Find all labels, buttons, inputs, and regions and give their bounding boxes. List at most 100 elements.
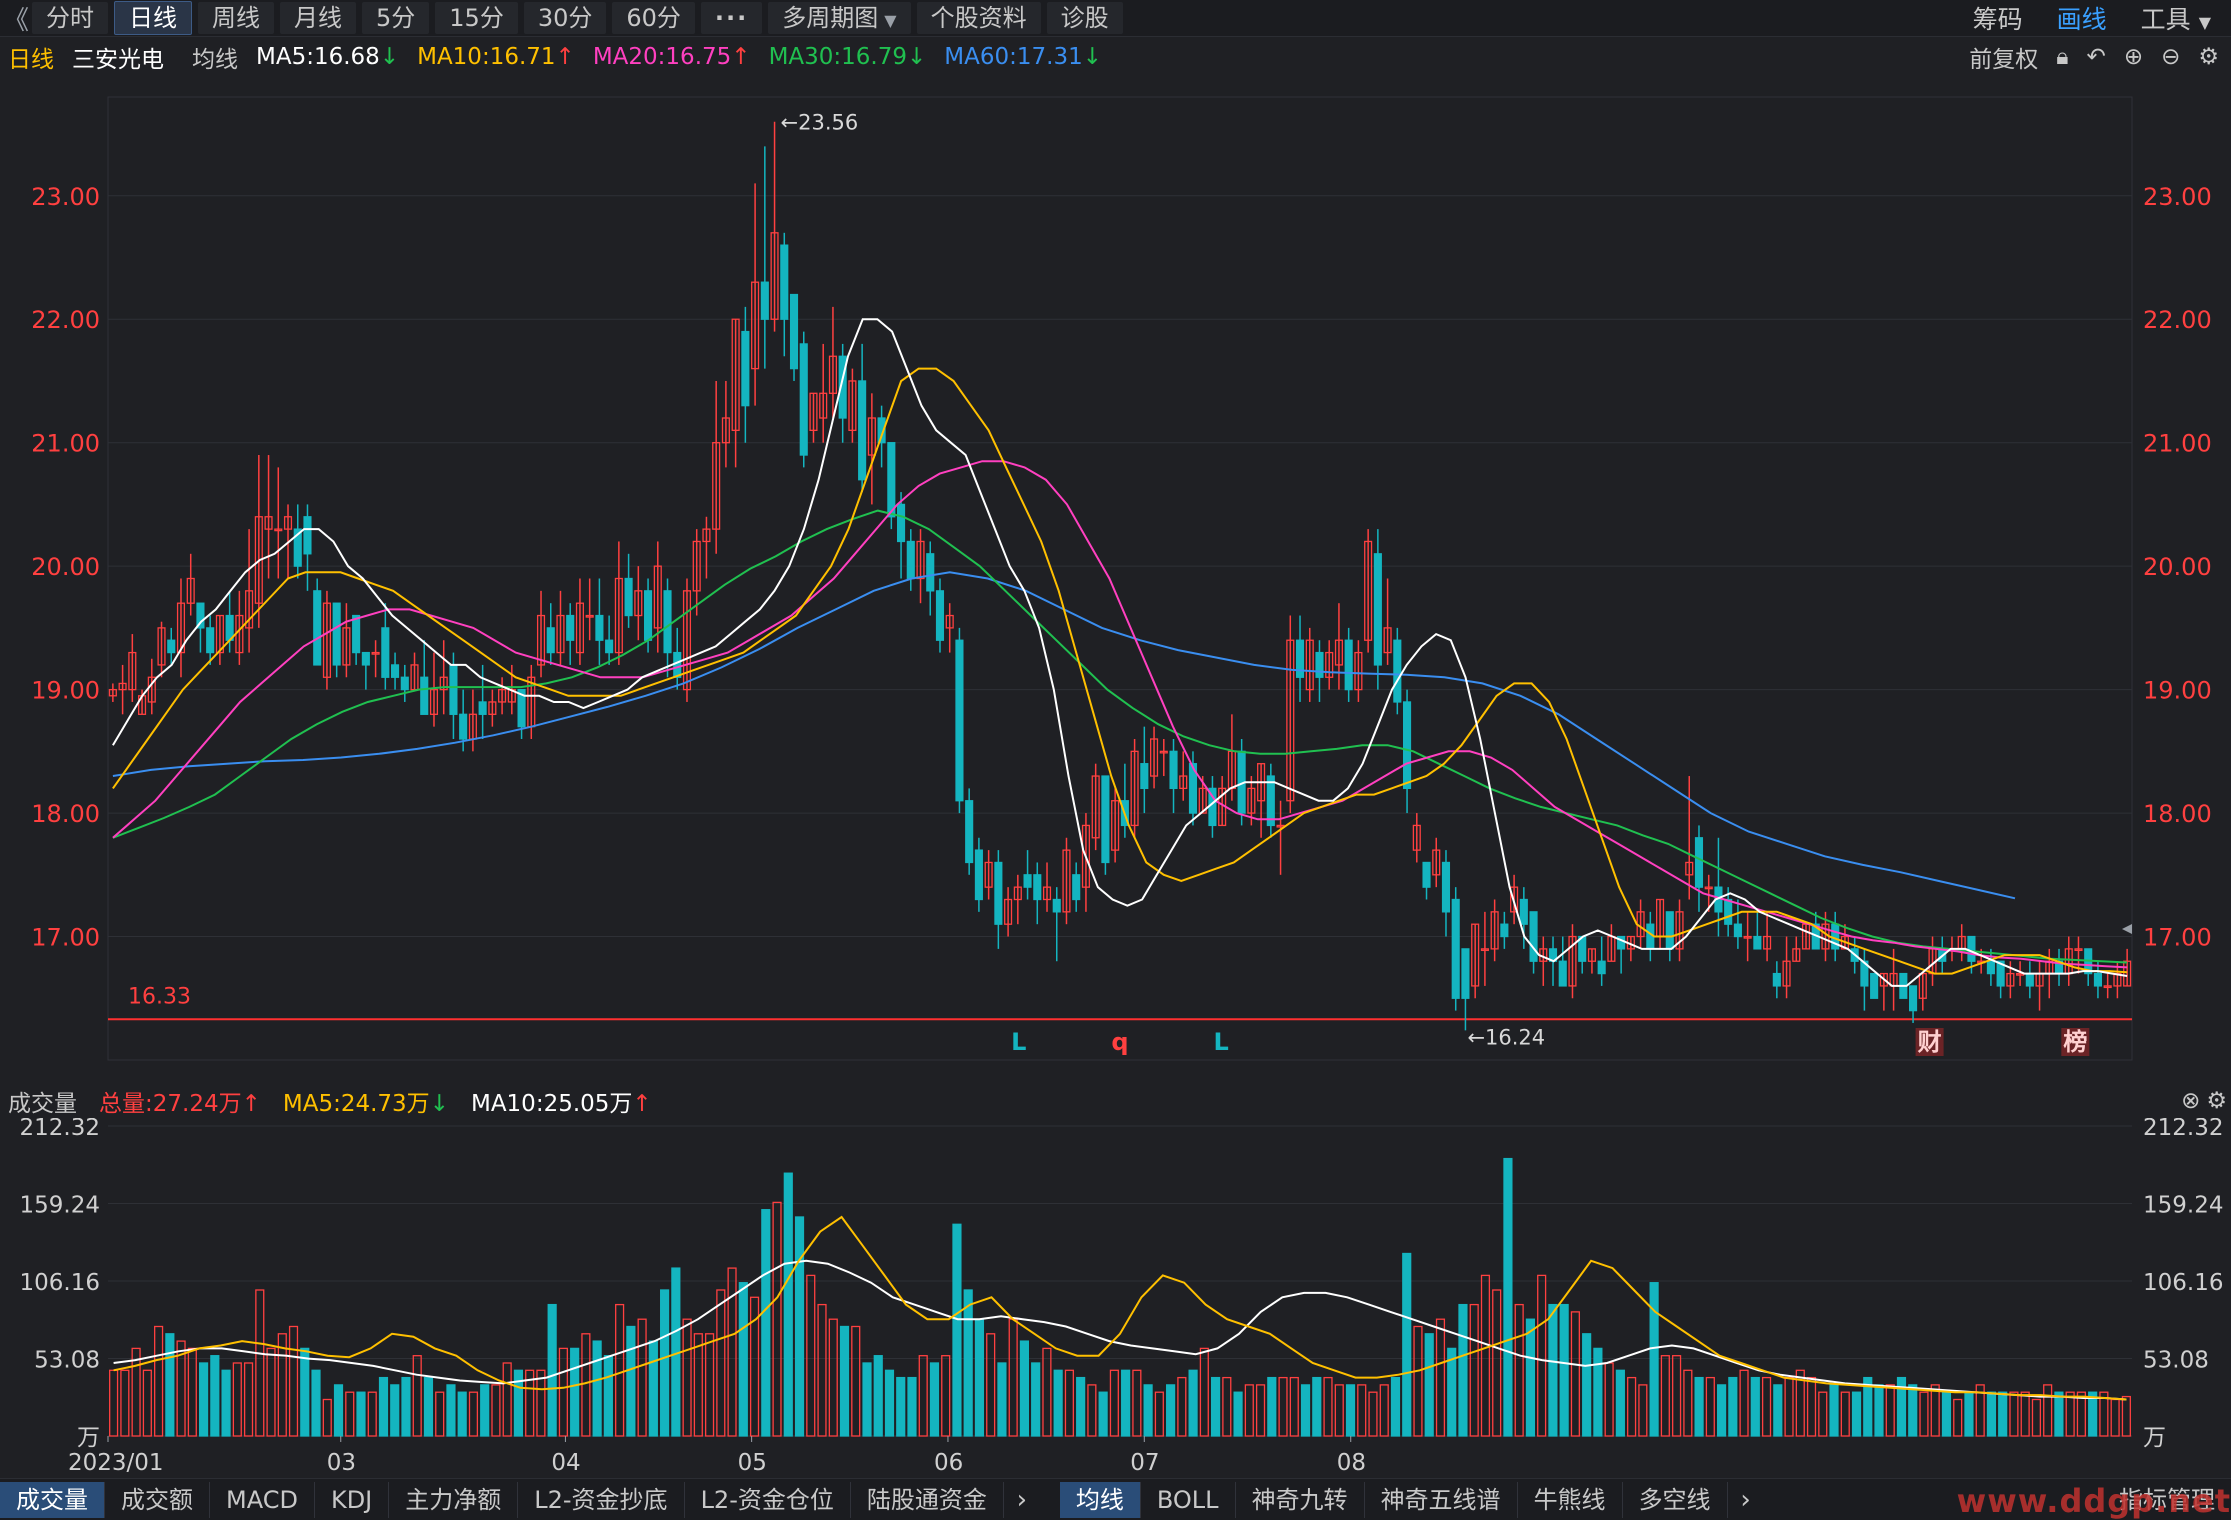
volume-bar (446, 1384, 456, 1437)
x-tick-label: 06 (934, 1450, 963, 1476)
volume-bar (1008, 1318, 1018, 1437)
ma20-line (112, 460, 2128, 969)
volume-bar (1098, 1391, 1108, 1437)
indicator-tab-bottom_tabs_left-0[interactable]: 成交量 (0, 1481, 105, 1518)
volume-bar (1705, 1376, 1715, 1437)
marker-box (1915, 1028, 1944, 1056)
gear-icon[interactable]: ⚙ (2198, 44, 2219, 70)
adjust-select[interactable]: 前复权 (1969, 47, 2039, 73)
candle-body (118, 682, 127, 691)
volume-bar (1885, 1384, 1895, 1437)
vol-y-tick-right: 万 (2143, 1425, 2166, 1451)
candle-body (186, 577, 195, 604)
volume-bar (1582, 1333, 1592, 1437)
volume-bar (1390, 1376, 1401, 1437)
candle-body (1860, 960, 1869, 987)
candle-body (1393, 639, 1402, 703)
tab-9[interactable]: 多周期图 ▼ (768, 2, 911, 34)
tab-6[interactable]: 30分 (523, 2, 607, 34)
chevron-right-icon[interactable]: › (1016, 1484, 1028, 1515)
toolbar-right-item-0[interactable]: 筹码 (1972, 5, 2023, 34)
volume-bar (1728, 1376, 1738, 1437)
close-icon[interactable]: ⊗ (2181, 1088, 2201, 1114)
candle-body (2093, 972, 2102, 987)
back-icon[interactable]: 《 (2, 5, 29, 36)
volume-bar (322, 1398, 332, 1437)
candle-body (1704, 886, 1713, 890)
volume-bar (1953, 1398, 1963, 1437)
candle-body (1617, 935, 1626, 950)
indicator-manage-button[interactable]: 指标管理 (2119, 1485, 2215, 1514)
candle-body (459, 713, 468, 740)
chevron-right-icon[interactable]: › (1740, 1484, 1751, 1515)
indicator-tab-bottom_tabs_right-4[interactable]: 牛熊线 (1518, 1481, 1623, 1518)
indicator-tab-bottom_tabs_right-0[interactable]: 均线 (1059, 1481, 1141, 1518)
toolbar-right-item-1[interactable]: 画线 (2056, 5, 2107, 34)
candle-body (1325, 651, 1334, 678)
lock-icon[interactable]: 🔒︎ (2056, 44, 2069, 70)
indicator-tab-bottom_tabs_left-7[interactable]: 陆股通资金 (851, 1481, 1004, 1518)
ma-label[interactable]: 均线 (192, 47, 238, 73)
indicator-tab-bottom_tabs_left-4[interactable]: 主力净额 (389, 1481, 519, 1518)
volume-bar (941, 1355, 951, 1437)
volume-bar (1121, 1369, 1131, 1437)
indicator-tab-bottom_tabs_left-6[interactable]: L2-资金仓位 (685, 1481, 851, 1518)
indicator-tab-bottom_tabs_left-3[interactable]: KDJ (315, 1481, 390, 1518)
indicator-tab-bottom_tabs_left-2[interactable]: MACD (210, 1481, 315, 1518)
candle-body (352, 614, 361, 654)
indicator-tab-bottom_tabs_right-5[interactable]: 多空线 (1623, 1481, 1728, 1518)
candle-body (789, 293, 799, 370)
toolbar-right-item-2[interactable]: 工具 ▼ (2140, 5, 2211, 34)
indicator-tab-bottom_tabs_left-5[interactable]: L2-资金抄底 (518, 1481, 685, 1518)
x-tick-label: 07 (1130, 1450, 1159, 1476)
volume-bar (390, 1384, 400, 1437)
price-chart[interactable]: 23.00 23.00 22.00 22.00 21.00 21.00 20.00 20.00… (0, 75, 2231, 1085)
candle-body (1441, 861, 1451, 913)
period-toolbar: 《 分时 日线 周线 月线 5分 15分 30分 60分 ··· 多周期图 ▼ 个股资料 诊股 筹码 画线… (0, 0, 2231, 37)
gear-icon[interactable]: ⚙ (2206, 1088, 2227, 1114)
tab-2[interactable]: 周线 (198, 2, 274, 34)
tab-8[interactable]: ··· (700, 2, 763, 34)
high-annotation: ←23.56 (781, 111, 859, 135)
tab-5[interactable]: 15分 (435, 2, 518, 34)
indicator-tab-bottom_tabs_right-3[interactable]: 神奇五线谱 (1365, 1481, 1518, 1518)
zoom-out-icon[interactable]: ⊖ (2161, 44, 2181, 70)
candle-body (1432, 849, 1441, 876)
candle-body (1179, 775, 1188, 790)
indicator-tab-bottom_tabs_right-2[interactable]: 神奇九转 (1236, 1481, 1365, 1518)
volume-bar (1750, 1376, 1760, 1437)
volume-bar (1042, 1347, 1052, 1437)
volume-bar (1863, 1376, 1873, 1437)
tab-1[interactable]: 日线 (114, 1, 192, 35)
volume-bar (1694, 1376, 1704, 1437)
tab-7[interactable]: 60分 (612, 2, 695, 34)
volume-bar (637, 1318, 647, 1437)
ma10-value: MA10:16.71↑ (417, 44, 575, 70)
tab-10[interactable]: 个股资料 (916, 2, 1041, 34)
ma5-value: MA5:16.68↓ (256, 44, 400, 70)
candle-body (1383, 627, 1392, 654)
tab-11[interactable]: 诊股 (1046, 2, 1123, 34)
volume-chart[interactable]: 212.32 212.32 159.24 159.24 106.16 106.16 53.0… (0, 1118, 2231, 1478)
volume-bar (1806, 1376, 1817, 1437)
stock-name[interactable]: 三安光电 (72, 47, 164, 73)
candle-body (595, 614, 604, 641)
candle-body (1150, 738, 1159, 777)
volume-bar (2110, 1398, 2120, 1437)
candle-body (108, 688, 117, 697)
tab-0[interactable]: 分时 (32, 2, 108, 34)
zoom-in-icon[interactable]: ⊕ (2123, 44, 2144, 70)
down-arrow-icon: ↓ (379, 44, 400, 70)
volume-bar (1851, 1391, 1862, 1437)
candle-body (1334, 639, 1343, 666)
candle-body (1286, 639, 1295, 802)
volume-bar (1312, 1376, 1322, 1437)
volume-bar (1930, 1384, 1940, 1437)
tab-3[interactable]: 月线 (280, 2, 356, 34)
tab-4[interactable]: 5分 (362, 2, 430, 34)
undo-icon[interactable]: ↶ (2086, 44, 2106, 70)
candle-body (702, 528, 711, 543)
indicator-tab-bottom_tabs_left-1[interactable]: 成交额 (105, 1481, 210, 1518)
indicator-tab-bottom_tabs_right-1[interactable]: BOLL (1141, 1481, 1236, 1518)
volume-bar (2031, 1398, 2042, 1437)
